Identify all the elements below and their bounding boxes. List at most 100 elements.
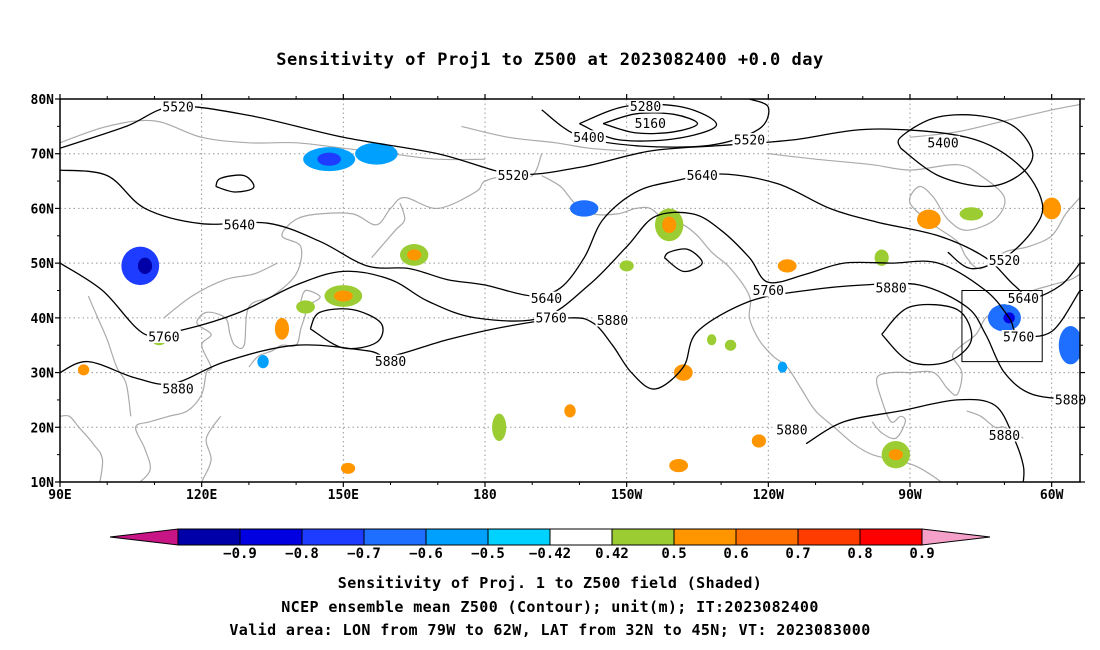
colorbar-label: −0.7 — [347, 546, 381, 562]
z500-contour-5160 — [602, 112, 699, 135]
lon-tick-label: 150W — [611, 488, 642, 503]
lat-tick-label: 10N — [31, 476, 55, 491]
contour-labels: 5520 5280 5160 5400 5520 5400 5520 5640 5640 5520… — [146, 99, 1088, 444]
caption-valid-area: Valid area: LON from 79W to 62W, LAT fro… — [229, 621, 871, 639]
sensitivity-blob — [355, 142, 398, 165]
sensitivity-blob — [619, 260, 634, 272]
sensitivity-blob — [492, 413, 507, 441]
sensitivity-blob — [1058, 326, 1080, 365]
colorbar-swatch — [487, 528, 551, 546]
sensitivity-blob — [777, 361, 788, 373]
colorbar-swatch — [797, 528, 861, 546]
z500-contour-5760 — [663, 248, 703, 273]
contour-label: 5160 — [635, 117, 666, 132]
sensitivity-blob — [407, 249, 422, 261]
contour-label: 5520 — [989, 254, 1020, 269]
contour-label: 5760 — [535, 311, 566, 326]
colorbar-swatch — [425, 528, 489, 546]
lat-tick-label: 80N — [31, 93, 55, 108]
sensitivity-blob — [777, 259, 797, 273]
lon-tick-label: 150E — [328, 488, 359, 503]
sensitivity-blob — [917, 209, 941, 230]
colorbar-label: 0.9 — [909, 546, 934, 562]
sensitivity-blob — [340, 462, 356, 474]
colorbar-label: 0.42 — [595, 546, 629, 562]
lat-tick-label: 30N — [31, 367, 55, 382]
valid-area-box — [961, 290, 1043, 363]
page-title: Sensitivity of Proj1 to Z500 at 20230824… — [276, 50, 824, 70]
colorbar-swatch — [735, 528, 799, 546]
sensitivity-blob — [669, 458, 689, 473]
colorbar-swatch — [549, 528, 613, 546]
contour-label: 5880 — [989, 429, 1020, 444]
contour-label: 5760 — [753, 284, 784, 299]
sensitivity-blob — [673, 364, 693, 381]
colorbar-swatch — [239, 528, 303, 546]
colorbar-label: −0.5 — [471, 546, 505, 562]
caption-shading: Sensitivity of Proj. 1 to Z500 field (Sh… — [337, 574, 763, 592]
z500-contour-5520 — [60, 105, 1044, 270]
colorbar-label: 0.6 — [723, 546, 748, 562]
sensitivity-blob — [1042, 197, 1062, 220]
colorbar-label: 0.7 — [785, 546, 810, 562]
colorbar-swatch — [611, 528, 675, 546]
colorbar-swatch — [673, 528, 737, 546]
sensitivity-blob — [296, 300, 315, 314]
lat-tick-label: 70N — [31, 148, 55, 163]
contour-label: 5520 — [734, 134, 765, 149]
sensitivity-blob — [77, 364, 90, 376]
contour-label: 5400 — [927, 136, 958, 151]
lon-tick-label: 90W — [898, 488, 922, 503]
colorbar-max-arrow — [921, 528, 991, 546]
sensitivity-blob — [274, 317, 290, 340]
colorbar: −0.9 −0.8 −0.7 −0.6 −0.5 −0.42 0.42 0.5 0.6 0.7 0.… — [109, 528, 991, 562]
contour-label: 5640 — [1008, 292, 1039, 307]
colorbar-swatch — [363, 528, 427, 546]
z500-contour-5400 — [897, 114, 1034, 188]
sensitivity-blob — [564, 404, 576, 418]
sensitivity-blob — [888, 449, 903, 461]
colorbar-swatch — [301, 528, 365, 546]
contour-label: 5520 — [162, 101, 193, 116]
plot-frame — [59, 98, 1081, 483]
z500-contour-5880 — [881, 303, 973, 366]
contour-label: 5400 — [573, 131, 604, 146]
colorbar-label: −0.9 — [223, 546, 257, 562]
lon-tick-label: 90E — [48, 488, 71, 503]
contour-label: 5760 — [1003, 331, 1034, 346]
lat-tick-label: 60N — [31, 202, 55, 217]
contour-label: 5880 — [597, 314, 628, 329]
z500-contour-5280 — [579, 103, 718, 142]
contour-label: 5280 — [630, 100, 661, 115]
plot-area: 5520 5280 5160 5400 5520 5400 5520 5640 5640 5520… — [31, 93, 1088, 503]
z500-contour-5880 — [805, 398, 1025, 482]
colorbar-label: −0.42 — [529, 546, 571, 562]
contour-label: 5640 — [224, 218, 255, 233]
sensitivity-blob — [724, 339, 737, 351]
contour-label: 5880 — [776, 424, 807, 439]
colorbar-label: −0.8 — [285, 546, 319, 562]
sensitivity-blob — [706, 334, 717, 346]
colorbar-label: 0.5 — [661, 546, 686, 562]
z500-contour-5880 — [309, 308, 384, 350]
sensitivity-blob — [137, 257, 153, 275]
contour-label: 5640 — [531, 292, 562, 307]
z500-contour-5760 — [60, 211, 1080, 338]
sensitivity-blob — [257, 355, 269, 369]
sensitivity-blob — [317, 152, 341, 166]
contour-label: 5760 — [148, 331, 179, 346]
sensitivity-blob — [569, 200, 599, 217]
gridlines — [60, 99, 1080, 482]
caption-contour: NCEP ensemble mean Z500 (Contour); unit(… — [281, 598, 819, 616]
sensitivity-blob — [751, 434, 766, 448]
lon-tick-label: 60W — [1040, 488, 1064, 503]
lon-tick-label: 180 — [473, 488, 497, 503]
z500-contours — [60, 99, 1080, 482]
sensitivity-blob — [333, 290, 353, 302]
sensitivity-blob — [662, 216, 677, 234]
contour-label: 5880 — [375, 355, 406, 370]
z500-contour-5640 — [60, 169, 1080, 299]
contour-label: 5520 — [498, 169, 529, 184]
